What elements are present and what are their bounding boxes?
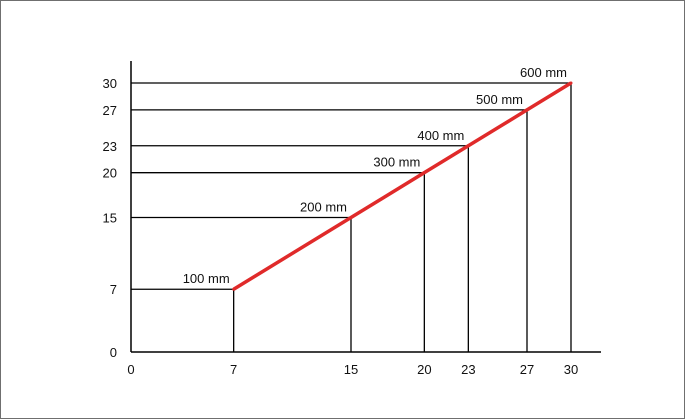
data-label: 200 mm — [300, 200, 347, 215]
data-label: 400 mm — [417, 128, 464, 143]
data-point — [232, 287, 236, 291]
x-tick-label: 30 — [564, 362, 578, 377]
data-label: 100 mm — [183, 271, 230, 286]
data-point — [525, 108, 529, 112]
data-point — [422, 171, 426, 175]
y-tick-label: 20 — [103, 166, 117, 181]
data-point — [466, 144, 470, 148]
x-tick-label: 23 — [461, 362, 475, 377]
x-tick-label: 7 — [230, 362, 237, 377]
y-tick-label: 0 — [110, 345, 117, 360]
y-tick-label: 30 — [103, 76, 117, 91]
data-point — [349, 216, 353, 219]
x-tick-label: 0 — [127, 362, 134, 377]
data-point — [569, 81, 573, 85]
x-tick-label: 20 — [417, 362, 431, 377]
data-label: 600 mm — [520, 65, 567, 80]
x-tick-label: 15 — [344, 362, 358, 377]
data-label: 500 mm — [476, 92, 523, 107]
x-tick-label: 27 — [520, 362, 534, 377]
series-line — [232, 81, 572, 291]
y-tick-label: 7 — [110, 282, 117, 297]
data-label: 300 mm — [373, 155, 420, 170]
y-tick-label: 23 — [103, 139, 117, 154]
y-tick-label: 27 — [103, 103, 117, 118]
y-tick-label: 15 — [103, 211, 117, 226]
